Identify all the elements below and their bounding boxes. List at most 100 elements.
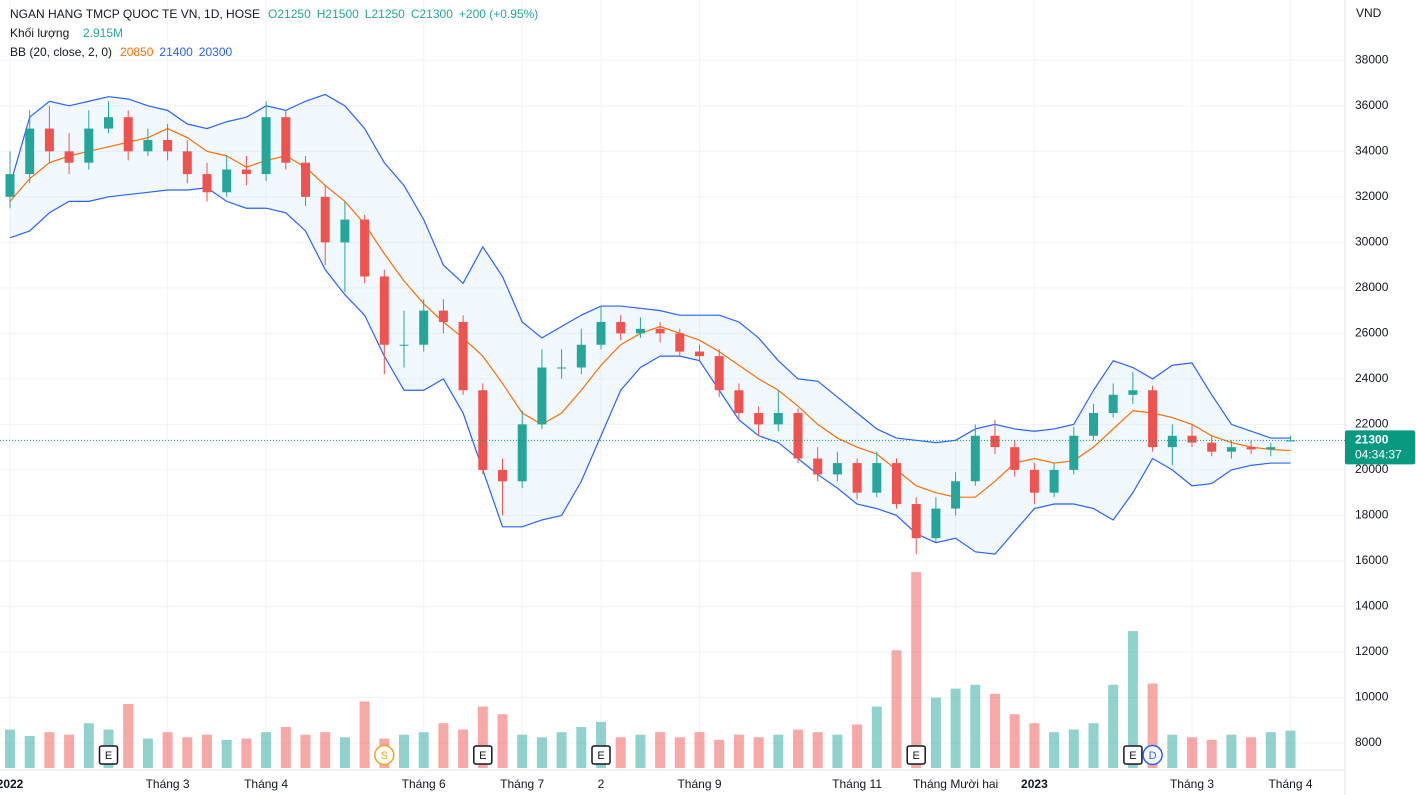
- volume-bar: [517, 734, 528, 768]
- y-tick-label: 22000: [1355, 417, 1389, 431]
- candle-body: [1187, 435, 1197, 443]
- volume-bar: [990, 693, 1000, 768]
- volume-bar: [674, 737, 685, 768]
- volume-bar: [162, 732, 173, 768]
- chart-title: NGAN HANG TMCP QUOC TE VN, 1D, HOSE: [10, 7, 260, 21]
- volume-bar: [221, 739, 232, 768]
- y-tick-label: 26000: [1355, 326, 1389, 340]
- y-tick-label: 24000: [1355, 371, 1389, 385]
- volume-bar: [418, 732, 429, 768]
- candle-body: [714, 356, 724, 391]
- candle-body: [1029, 469, 1039, 493]
- candle-body: [399, 344, 409, 346]
- volume-bar: [1029, 723, 1040, 768]
- candle-body: [44, 128, 54, 152]
- x-tick-label: Tháng 7: [500, 777, 544, 791]
- volume-bar: [477, 706, 488, 768]
- x-tick-label: Tháng 11: [832, 777, 882, 791]
- candle-body: [1246, 447, 1256, 450]
- candle-body: [635, 328, 645, 334]
- candle-body: [301, 162, 310, 197]
- volume-bar: [911, 572, 922, 768]
- volume-bar: [950, 688, 961, 768]
- volume-bar: [261, 732, 272, 768]
- candle-body: [64, 151, 74, 163]
- volume-bar: [1009, 714, 1020, 768]
- ohlc-value: L21250: [365, 7, 405, 21]
- price-label: 21300: [1355, 432, 1389, 446]
- volume-title: Khối lượng: [10, 26, 69, 40]
- candle-body: [675, 333, 685, 352]
- x-tick-label: Tháng 3: [146, 777, 190, 791]
- candle-body: [1049, 469, 1059, 493]
- volume-bar: [83, 723, 94, 768]
- volume-bar: [241, 738, 252, 768]
- y-tick-label: 36000: [1355, 98, 1389, 112]
- volume-bar: [852, 724, 863, 768]
- volume-bar: [438, 723, 449, 768]
- volume-bar: [1127, 631, 1138, 768]
- event-marker: [98, 745, 119, 765]
- candle-body: [1010, 447, 1020, 470]
- candle-body: [931, 508, 941, 539]
- candle-body: [655, 328, 665, 334]
- volume-bar: [1068, 729, 1079, 768]
- volume-bar: [280, 727, 291, 768]
- candle-body: [5, 174, 15, 197]
- x-tick-label: Tháng 4: [244, 777, 288, 791]
- event-label: E: [105, 750, 112, 762]
- candle-body: [596, 321, 606, 345]
- ohlc-value: H21500: [317, 7, 359, 21]
- x-tick-label: 2022: [0, 777, 24, 791]
- y-tick-label: 38000: [1355, 52, 1389, 66]
- candle-body: [517, 424, 527, 482]
- volume-layer: [5, 572, 1296, 768]
- volume-bar: [339, 737, 350, 768]
- volume-bar: [655, 732, 666, 768]
- x-tick-label: 2: [598, 777, 605, 791]
- candle-body: [1286, 440, 1295, 442]
- bb-line: [9, 187, 1291, 555]
- candle-body: [241, 169, 251, 175]
- candle-body: [832, 463, 842, 475]
- y-tick-label: 8000: [1355, 735, 1382, 749]
- x-tick-label: 2023: [1021, 777, 1048, 791]
- bb-line: [9, 93, 1291, 444]
- candle-body: [970, 435, 980, 482]
- volume-bar: [1049, 732, 1060, 768]
- candle-body: [438, 310, 448, 322]
- candle-body: [773, 413, 783, 425]
- bb-value: 20850: [120, 45, 154, 59]
- event-marker: [906, 745, 926, 765]
- candle-body: [793, 413, 803, 459]
- volume-bar: [871, 706, 882, 768]
- bb-title: BB (20, close, 2, 0): [10, 45, 112, 59]
- y-tick-label: 28000: [1355, 280, 1389, 294]
- volume-bar: [1206, 739, 1217, 768]
- candle-body: [990, 435, 1000, 448]
- candle-body: [1128, 390, 1138, 395]
- volume-bar: [202, 734, 212, 768]
- currency: VND: [1356, 6, 1382, 20]
- bb-fill: [10, 94, 1291, 555]
- candle-body: [281, 117, 291, 163]
- volume-bar: [320, 732, 331, 768]
- candle-body: [734, 390, 744, 414]
- bb-value: 21400: [159, 45, 193, 59]
- candle-body: [419, 310, 429, 345]
- volume-bar: [497, 714, 508, 768]
- y-tick-label: 32000: [1355, 189, 1389, 203]
- volume-bar: [142, 738, 153, 768]
- candle-body: [25, 128, 35, 175]
- candle-body: [182, 151, 192, 175]
- candle-body: [360, 219, 370, 277]
- event-label: E: [913, 750, 920, 762]
- candle-body: [261, 117, 271, 175]
- volume-bar: [182, 737, 193, 768]
- volume-bar: [930, 697, 941, 768]
- candle-body: [1108, 394, 1118, 414]
- candle-layer: [5, 101, 1295, 555]
- candle-body: [1266, 447, 1276, 450]
